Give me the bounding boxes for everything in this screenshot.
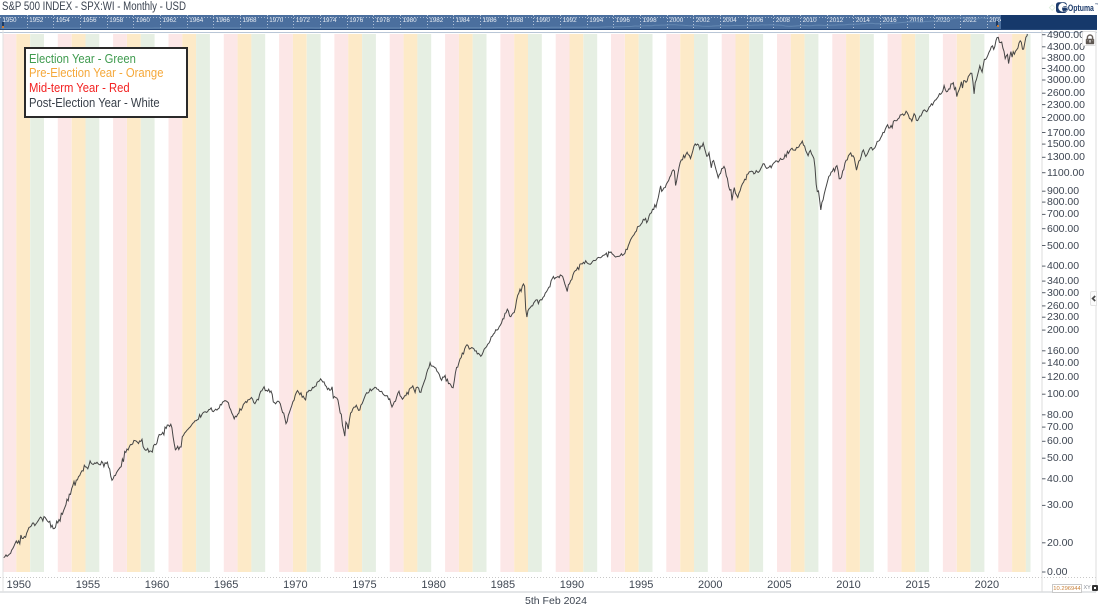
- svg-text:Optuma: Optuma: [1068, 3, 1095, 13]
- svg-text:™: ™: [1095, 3, 1098, 7]
